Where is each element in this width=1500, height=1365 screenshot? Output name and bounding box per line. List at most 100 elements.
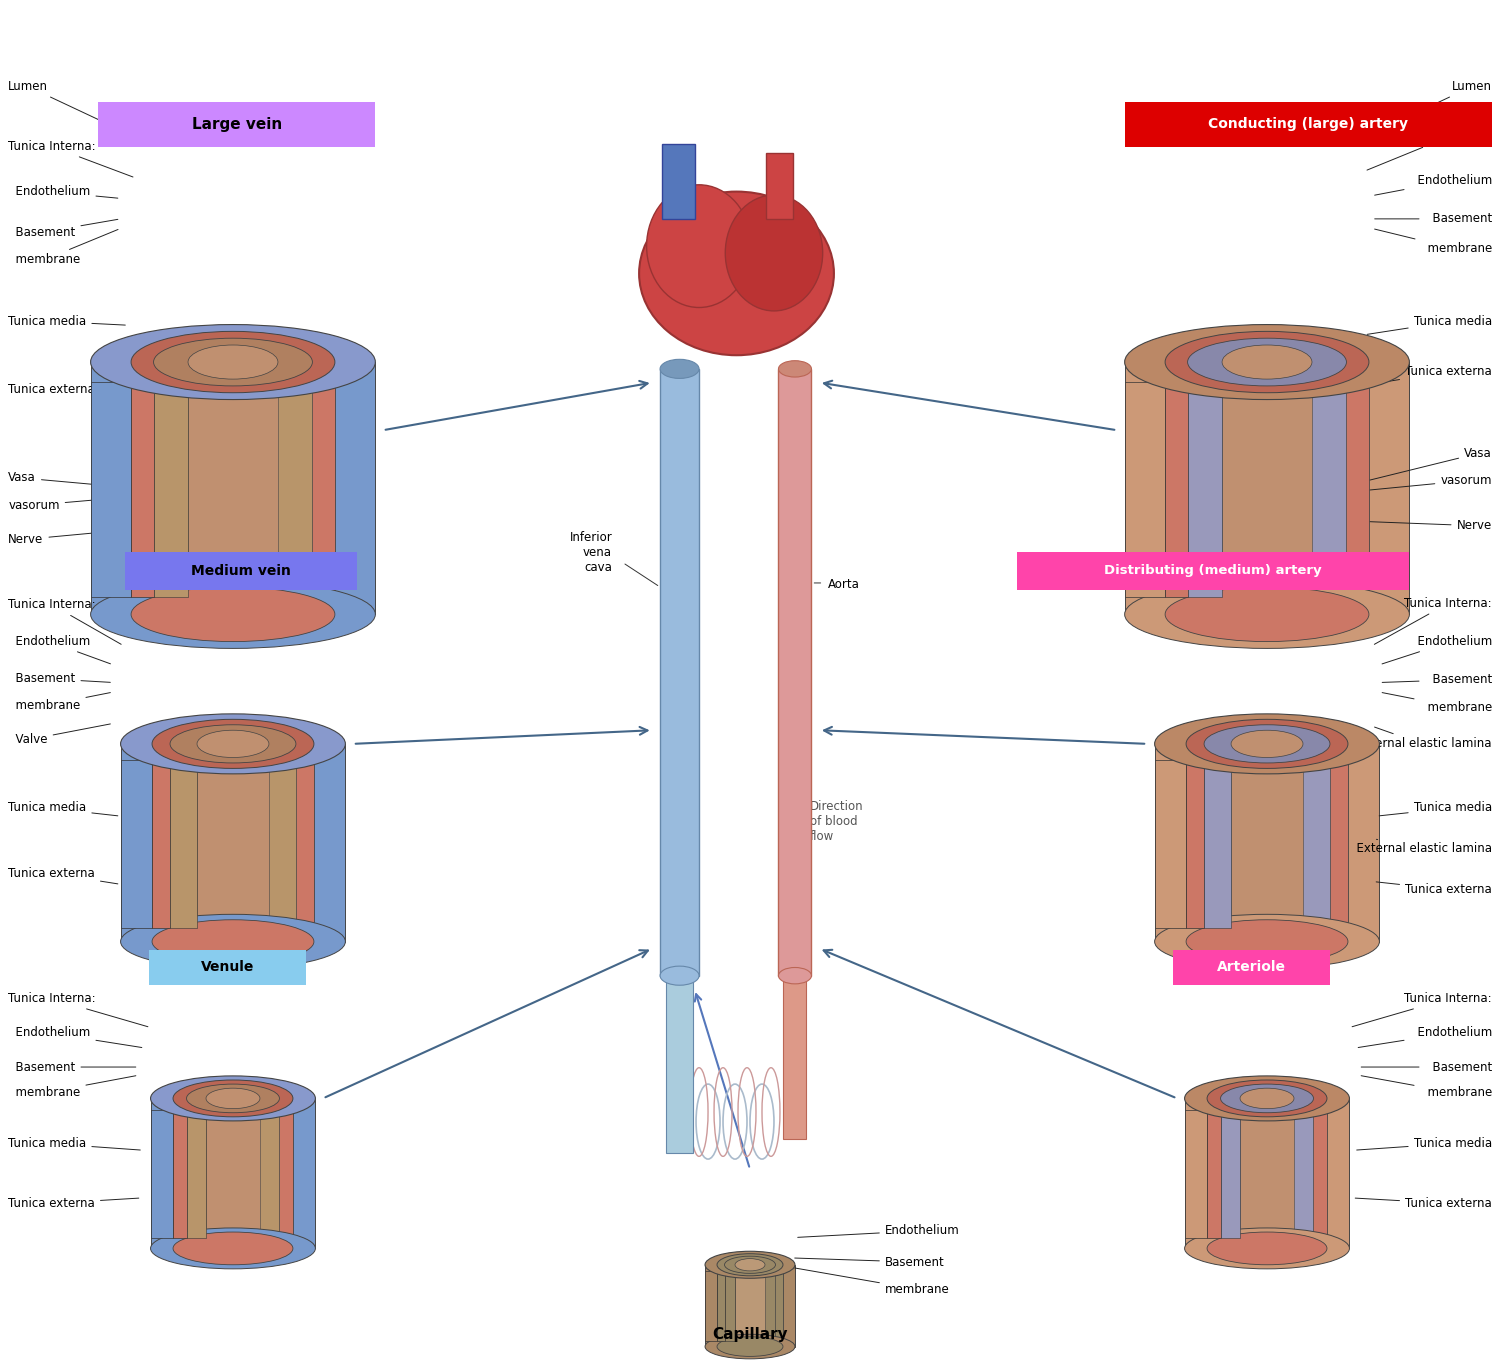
Bar xyxy=(1155,744,1268,942)
Bar xyxy=(1268,1099,1314,1249)
Ellipse shape xyxy=(172,1233,292,1265)
Bar xyxy=(232,744,296,942)
Text: Nerve: Nerve xyxy=(1370,519,1492,532)
Ellipse shape xyxy=(130,332,334,393)
Text: Basement: Basement xyxy=(8,1061,136,1073)
Bar xyxy=(172,1110,186,1238)
Text: membrane: membrane xyxy=(8,229,118,266)
Ellipse shape xyxy=(1125,325,1410,400)
Text: Arteriole: Arteriole xyxy=(1216,961,1286,975)
Text: Endothelium: Endothelium xyxy=(8,186,118,198)
Bar xyxy=(150,1110,172,1238)
Text: Tunica externa: Tunica externa xyxy=(1376,882,1492,897)
Bar xyxy=(705,1271,717,1340)
Bar xyxy=(1166,362,1268,614)
Text: Lumen: Lumen xyxy=(8,81,134,136)
Bar xyxy=(750,1265,795,1347)
Bar xyxy=(232,1099,315,1249)
Ellipse shape xyxy=(130,587,334,642)
Bar xyxy=(170,744,232,942)
Ellipse shape xyxy=(170,725,296,763)
Text: Capillary: Capillary xyxy=(712,1327,788,1342)
Ellipse shape xyxy=(646,184,752,307)
Ellipse shape xyxy=(90,325,375,400)
Text: Venule: Venule xyxy=(201,961,255,975)
Ellipse shape xyxy=(1240,1088,1294,1108)
Ellipse shape xyxy=(1185,1076,1350,1121)
Text: vasorum: vasorum xyxy=(1370,474,1492,490)
Bar xyxy=(196,744,268,942)
Text: Tunica externa: Tunica externa xyxy=(1366,364,1492,385)
Text: External elastic lamina: External elastic lamina xyxy=(1348,839,1492,856)
Bar xyxy=(90,382,130,597)
Bar xyxy=(1185,1099,1268,1249)
Bar xyxy=(186,1110,206,1238)
Bar xyxy=(150,1099,232,1249)
Ellipse shape xyxy=(1166,332,1370,393)
Bar xyxy=(232,1099,292,1249)
Ellipse shape xyxy=(735,1259,765,1271)
Ellipse shape xyxy=(153,339,312,386)
Text: Basement: Basement xyxy=(1360,1061,1492,1073)
Text: Internal elastic lamina: Internal elastic lamina xyxy=(1353,728,1492,751)
Text: Tunica media: Tunica media xyxy=(8,315,126,328)
Bar xyxy=(1188,382,1222,597)
Bar xyxy=(750,1265,776,1347)
FancyBboxPatch shape xyxy=(98,101,375,146)
Ellipse shape xyxy=(172,1080,292,1117)
Text: membrane: membrane xyxy=(8,692,111,713)
Ellipse shape xyxy=(660,359,699,378)
Text: Conducting (large) artery: Conducting (large) artery xyxy=(1208,117,1408,131)
Text: Endothelium: Endothelium xyxy=(1374,175,1492,195)
Ellipse shape xyxy=(778,968,812,984)
Text: membrane: membrane xyxy=(8,1076,136,1099)
Text: Endothelium: Endothelium xyxy=(1358,1026,1492,1047)
Text: Nerve: Nerve xyxy=(8,530,126,546)
Ellipse shape xyxy=(1221,1084,1314,1112)
Text: membrane: membrane xyxy=(795,1268,950,1295)
Bar xyxy=(666,976,693,1153)
Bar xyxy=(1268,744,1380,942)
FancyBboxPatch shape xyxy=(124,551,357,590)
Text: Tunica Interna:: Tunica Interna: xyxy=(8,992,148,1026)
Bar xyxy=(206,1099,260,1249)
Bar xyxy=(1166,382,1188,597)
Text: Vasa: Vasa xyxy=(1370,446,1492,480)
Ellipse shape xyxy=(639,191,834,355)
Bar xyxy=(1221,1099,1268,1249)
Text: Endothelium: Endothelium xyxy=(1382,635,1492,663)
Bar xyxy=(232,744,314,942)
Ellipse shape xyxy=(660,966,699,986)
Text: membrane: membrane xyxy=(1374,229,1492,255)
Ellipse shape xyxy=(120,714,345,774)
Text: Endothelium: Endothelium xyxy=(8,635,111,663)
Text: Tunica externa: Tunica externa xyxy=(8,1197,140,1209)
Ellipse shape xyxy=(1186,719,1348,768)
Bar xyxy=(1222,362,1312,614)
Bar xyxy=(717,1271,724,1340)
Bar xyxy=(1155,760,1186,928)
Bar xyxy=(724,1265,750,1347)
Text: Basement: Basement xyxy=(1382,673,1492,687)
Bar xyxy=(1208,1110,1221,1238)
Text: Basement: Basement xyxy=(1374,213,1492,225)
Bar xyxy=(662,143,694,218)
Bar xyxy=(1240,1099,1294,1249)
Text: Lumen: Lumen xyxy=(1366,81,1492,136)
Bar xyxy=(120,760,152,928)
Bar xyxy=(1268,1099,1328,1249)
Text: Tunica media: Tunica media xyxy=(1378,801,1492,816)
Ellipse shape xyxy=(1232,730,1304,758)
Bar xyxy=(232,744,345,942)
Bar xyxy=(1186,760,1204,928)
Bar xyxy=(1125,362,1268,614)
Bar xyxy=(152,760,170,928)
Text: Large vein: Large vein xyxy=(192,116,282,131)
Text: Endothelium: Endothelium xyxy=(8,1026,142,1047)
Bar xyxy=(232,362,334,614)
Ellipse shape xyxy=(188,345,278,379)
Bar xyxy=(1268,362,1410,614)
Bar xyxy=(153,382,188,597)
Ellipse shape xyxy=(724,1256,776,1274)
Ellipse shape xyxy=(1155,915,1380,969)
